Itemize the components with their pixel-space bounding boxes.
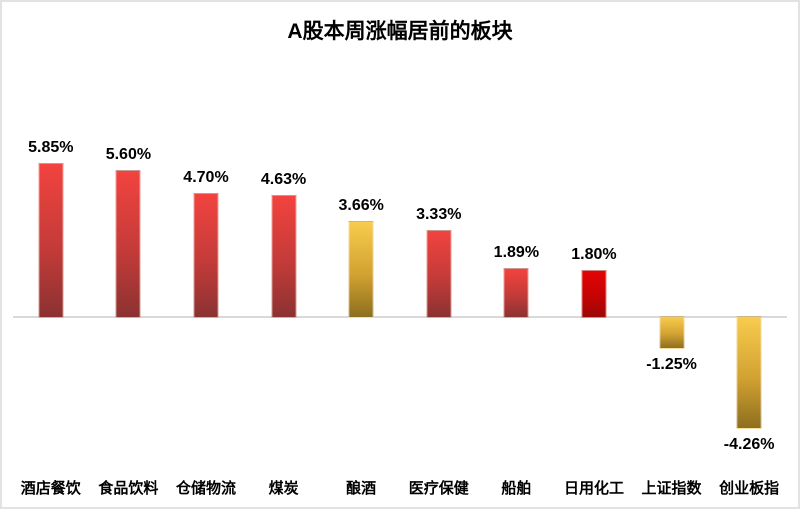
chart-column: 5.85% 酒店餐饮 <box>12 0 90 509</box>
chart-column: 4.70% 仓储物流 <box>167 0 245 509</box>
bar-value-label: 5.85% <box>28 139 74 156</box>
bar-酒店餐饮 <box>38 163 64 318</box>
bar-value-label: -4.26% <box>723 436 775 453</box>
chart-column: 1.80% 日用化工 <box>555 0 633 509</box>
category-label: 仓储物流 <box>175 480 236 497</box>
bar-value-label: 5.60% <box>105 146 152 163</box>
category-label: 酒店餐饮 <box>20 480 81 497</box>
bar-value-label: 4.70% <box>183 169 229 186</box>
chart-column: -4.26% 创业板指 <box>710 0 788 509</box>
category-label: 日用化工 <box>563 480 624 497</box>
bar-食品饮料 <box>115 170 141 318</box>
category-label: 酿酒 <box>346 480 377 497</box>
bar-仓储物流 <box>193 193 219 318</box>
chart-column: 3.33% 医疗保健 <box>400 0 478 509</box>
bar-value-label: 1.89% <box>493 244 540 261</box>
bar-value-label: 3.33% <box>416 206 462 223</box>
category-label: 上证指数 <box>641 480 702 497</box>
bar-船舶 <box>503 268 529 318</box>
bar-煤炭 <box>271 195 297 318</box>
category-label: 食品饮料 <box>98 480 159 497</box>
bar-医疗保健 <box>426 230 452 318</box>
zero-axis-line <box>13 316 787 318</box>
bar-value-label: 1.80% <box>571 246 617 263</box>
bar-value-label: -1.25% <box>646 356 697 373</box>
bar-日用化工 <box>581 270 607 318</box>
chart-columns: 5.85% 酒店餐饮 5.60% 食品饮料 4.70% 仓储物流 4.63% 煤… <box>12 0 788 509</box>
chart-column: 3.66% 酿酒 <box>322 0 400 509</box>
category-label: 创业板指 <box>719 480 780 497</box>
bar-创业板指 <box>736 316 762 429</box>
chart-column: 1.89% 船舶 <box>478 0 556 509</box>
bar-value-label: 4.63% <box>260 171 307 188</box>
category-label: 医疗保健 <box>408 480 469 497</box>
chart-column: -1.25% 上证指数 <box>633 0 711 509</box>
chart-column: 5.60% 食品饮料 <box>90 0 168 509</box>
chart-title: A股本周涨幅居前的板块 <box>287 20 513 43</box>
category-label: 船舶 <box>501 480 532 497</box>
category-label: 煤炭 <box>268 480 299 497</box>
bar-酿酒 <box>348 221 374 318</box>
bar-value-label: 3.66% <box>338 197 384 214</box>
chart-column: 4.63% 煤炭 <box>245 0 323 509</box>
bar-上证指数 <box>659 316 685 349</box>
